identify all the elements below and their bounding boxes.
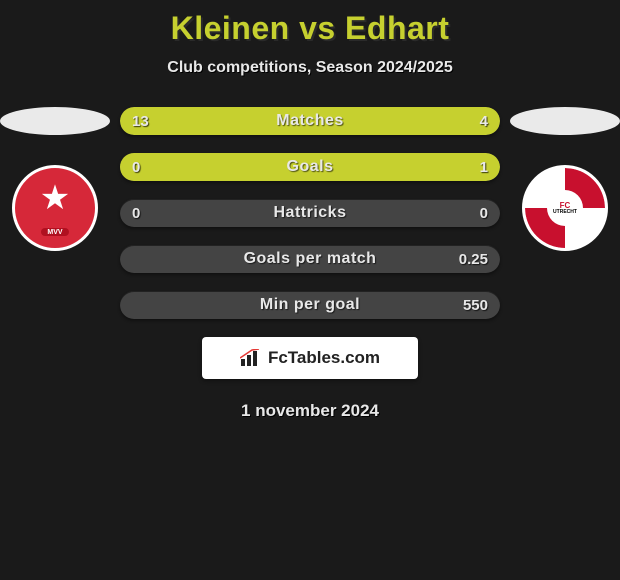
stat-value-right: 1	[480, 159, 488, 176]
left-side: ★ MVV	[0, 107, 110, 251]
stat-bar: Goals0 1	[120, 153, 500, 181]
main-row: ★ MVV Matches134Goals01Hattricks00Goals …	[0, 107, 620, 319]
left-flag-icon	[0, 107, 110, 135]
right-flag-icon	[510, 107, 620, 135]
right-side: FC UTRECHT	[510, 107, 620, 251]
stat-label: Min per goal	[120, 296, 500, 314]
left-club-badge-text: MVV	[41, 228, 68, 236]
stat-label: Goals per match	[120, 250, 500, 268]
branding-text: FcTables.com	[268, 348, 380, 368]
right-club-logo: FC UTRECHT	[522, 165, 608, 251]
stat-value-right: 0	[480, 205, 488, 222]
stat-label: Matches	[120, 112, 500, 130]
right-club-badge-text: FC UTRECHT	[547, 190, 583, 226]
stats-column: Matches134Goals01Hattricks00Goals per ma…	[120, 107, 500, 319]
stat-value-left: 13	[132, 113, 149, 130]
stat-bar: Matches13 4	[120, 107, 500, 135]
stat-bar: Goals per match0.25	[120, 245, 500, 273]
page-title: Kleinen vs Edhart	[0, 10, 620, 47]
stat-bar: Hattricks0 0	[120, 199, 500, 227]
left-club-logo: ★ MVV	[12, 165, 98, 251]
comparison-card: Kleinen vs Edhart Club competitions, Sea…	[0, 0, 620, 421]
subtitle: Club competitions, Season 2024/2025	[0, 59, 620, 77]
branding-badge[interactable]: FcTables.com	[202, 337, 418, 379]
date-text: 1 november 2024	[0, 401, 620, 421]
stat-value-right: 4	[480, 113, 488, 130]
chart-icon	[240, 349, 262, 367]
stat-value-right: 0.25	[459, 251, 488, 268]
stat-label: Hattricks	[120, 204, 500, 222]
stat-bar: Min per goal550	[120, 291, 500, 319]
stat-value-right: 550	[463, 297, 488, 314]
star-icon: ★	[40, 178, 70, 218]
stat-label: Goals	[120, 158, 500, 176]
stat-value-left: 0	[132, 205, 140, 222]
stat-value-left: 0	[132, 159, 140, 176]
